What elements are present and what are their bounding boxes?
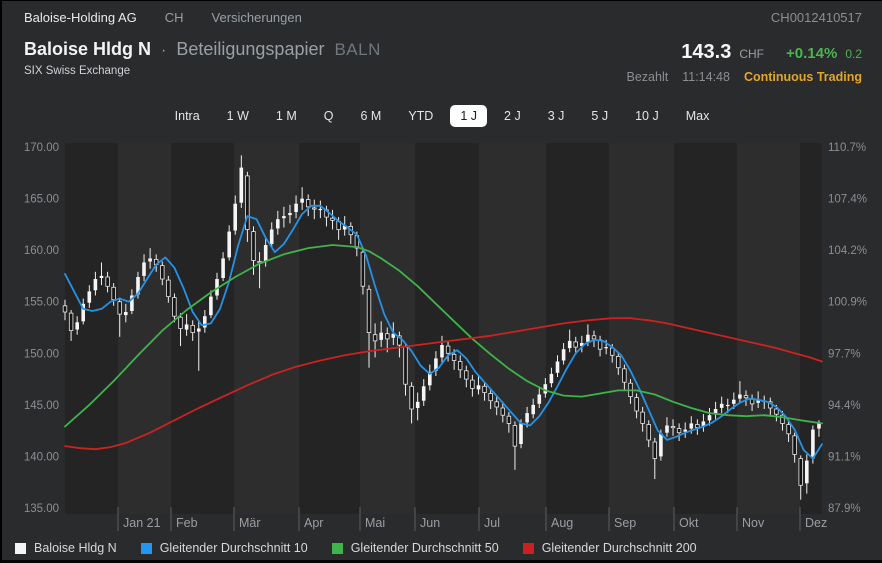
svg-text:94.4%: 94.4% bbox=[828, 400, 861, 412]
exchange-label: SIX Swiss Exchange bbox=[24, 65, 131, 77]
legend-item[interactable]: Baloise Hldg N bbox=[15, 541, 117, 555]
legend-swatch bbox=[140, 542, 152, 554]
paid-label: Bezahlt bbox=[626, 70, 669, 84]
trade-time: 11:14:48 bbox=[682, 70, 730, 84]
legend-swatch bbox=[331, 542, 343, 554]
svg-text:97.7%: 97.7% bbox=[828, 348, 861, 360]
svg-text:160.00: 160.00 bbox=[24, 245, 59, 257]
legend-label: Baloise Hldg N bbox=[34, 541, 117, 555]
trading-status: Continuous Trading bbox=[743, 70, 862, 84]
svg-text:110.7%: 110.7% bbox=[828, 142, 866, 154]
svg-text:104.2%: 104.2% bbox=[828, 245, 867, 257]
legend-item[interactable]: Gleitender Durchschnitt 200 bbox=[522, 541, 697, 555]
range-tab-ytd[interactable]: YTD bbox=[408, 109, 434, 123]
range-tab-q[interactable]: Q bbox=[323, 109, 334, 123]
range-tabs: Intra 1 W 1 M Q 6 M YTD 1 J 2 J 3 J 5 J 10 J Max bbox=[2, 103, 882, 129]
svg-text:87.9%: 87.9% bbox=[828, 503, 861, 515]
svg-text:Sep: Sep bbox=[614, 516, 636, 530]
svg-text:100.9%: 100.9% bbox=[828, 297, 867, 309]
legend-label: Gleitender Durchschnitt 200 bbox=[541, 541, 697, 555]
svg-text:Dez: Dez bbox=[805, 516, 827, 530]
legend-label: Gleitender Durchschnitt 10 bbox=[159, 541, 308, 555]
svg-text:Aug: Aug bbox=[551, 516, 573, 530]
svg-text:Jul: Jul bbox=[484, 516, 500, 530]
quote-block: 143.3 CHF +0.14% 0.2 Bezahlt 11:14:48 Co… bbox=[627, 41, 862, 84]
range-tab-6m[interactable]: 6 M bbox=[360, 109, 382, 123]
svg-text:Jun: Jun bbox=[420, 516, 440, 530]
y-axis-left: 170.00 165.00 160.00 155.00 150.00 145.00 140.… bbox=[24, 142, 59, 515]
instrument-type: Beteiligungspapier bbox=[176, 39, 325, 59]
change-absolute: 0.2 bbox=[845, 47, 862, 61]
country-link[interactable]: CH bbox=[164, 9, 184, 25]
svg-text:135.00: 135.00 bbox=[24, 503, 59, 515]
company-link[interactable]: Baloise-Holding AG bbox=[24, 9, 137, 25]
range-tab-5j[interactable]: 5 J bbox=[591, 109, 609, 123]
chart-legend: Baloise Hldg N Gleitender Durchschnitt 10… bbox=[15, 541, 697, 555]
svg-text:Apr: Apr bbox=[304, 516, 323, 530]
chart-stripes bbox=[65, 143, 822, 514]
range-tab-intra[interactable]: Intra bbox=[174, 109, 200, 123]
isin-label: CH0012410517 bbox=[770, 9, 862, 25]
range-tab-10j[interactable]: 10 J bbox=[635, 109, 659, 123]
legend-label: Gleitender Durchschnitt 50 bbox=[350, 541, 499, 555]
range-tab-1w[interactable]: 1 W bbox=[226, 109, 249, 123]
svg-text:150.00: 150.00 bbox=[24, 348, 59, 360]
svg-text:140.00: 140.00 bbox=[24, 451, 59, 463]
svg-text:107.4%: 107.4% bbox=[828, 194, 867, 206]
range-tab-1m[interactable]: 1 M bbox=[275, 109, 297, 123]
svg-text:Jan 21: Jan 21 bbox=[123, 516, 161, 530]
ma-lines bbox=[64, 204, 823, 460]
instrument-name: Baloise Hldg N bbox=[24, 39, 152, 59]
range-tab-2j[interactable]: 2 J bbox=[504, 109, 521, 123]
ticker-symbol: BALN bbox=[334, 40, 381, 59]
legend-item[interactable]: Gleitender Durchschnitt 50 bbox=[331, 541, 499, 555]
y-axis-right: 110.7% 107.4% 104.2% 100.9% 97.7% 94.4% 91.1% 8… bbox=[828, 142, 867, 515]
separator-dot: · bbox=[161, 42, 167, 59]
change-percent: +0.14% bbox=[786, 45, 838, 62]
range-tab-1j[interactable]: 1 J bbox=[450, 105, 488, 127]
svg-text:155.00: 155.00 bbox=[24, 297, 59, 309]
sector-link[interactable]: Versicherungen bbox=[211, 9, 302, 25]
svg-text:165.00: 165.00 bbox=[24, 194, 59, 206]
legend-item[interactable]: Gleitender Durchschnitt 10 bbox=[140, 541, 308, 555]
currency-label: CHF bbox=[739, 47, 765, 61]
range-tab-3j[interactable]: 3 J bbox=[547, 109, 565, 123]
month-axis: Jan 21 Feb Mär Apr Mai Jun Jul Aug Sep Okt Nov Dez bbox=[117, 507, 827, 531]
last-price: 143.3 bbox=[681, 41, 732, 63]
top-nav: Baloise-Holding AG CH Versicherungen CH0… bbox=[2, 1, 882, 33]
svg-text:Feb: Feb bbox=[176, 516, 198, 530]
range-tab-max[interactable]: Max bbox=[685, 109, 710, 123]
svg-text:Mai: Mai bbox=[365, 516, 385, 530]
legend-swatch bbox=[522, 542, 534, 554]
svg-text:170.00: 170.00 bbox=[24, 142, 59, 154]
svg-text:Okt: Okt bbox=[679, 516, 699, 530]
legend-swatch bbox=[15, 542, 26, 554]
svg-text:Mär: Mär bbox=[239, 516, 261, 530]
svg-text:145.00: 145.00 bbox=[24, 400, 59, 412]
svg-text:Nov: Nov bbox=[742, 516, 765, 530]
instrument-header: Baloise Hldg N · Beteiligungspapier BALN… bbox=[2, 33, 882, 101]
svg-text:91.1%: 91.1% bbox=[828, 451, 861, 463]
